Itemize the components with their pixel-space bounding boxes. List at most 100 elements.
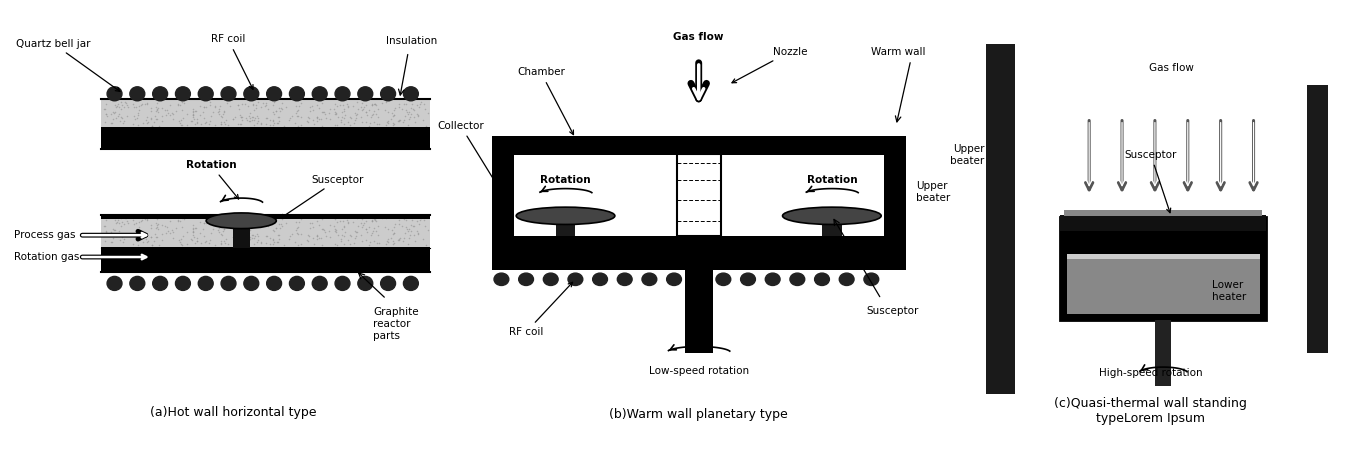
Circle shape	[221, 87, 236, 101]
Point	[297, 119, 319, 126]
Point	[242, 241, 264, 248]
Text: Warm wall: Warm wall	[871, 47, 926, 57]
Point	[362, 110, 384, 117]
Point	[307, 232, 329, 240]
Point	[367, 231, 389, 239]
Point	[234, 216, 256, 223]
Point	[242, 234, 264, 242]
Bar	[101, 247, 430, 272]
Point	[297, 231, 319, 238]
Point	[175, 110, 197, 118]
Point	[269, 220, 290, 228]
Point	[267, 236, 289, 243]
Point	[396, 225, 418, 233]
Point	[281, 230, 303, 238]
Point	[336, 216, 358, 224]
Point	[132, 216, 153, 224]
Point	[392, 119, 414, 126]
Text: Rotation: Rotation	[807, 174, 858, 185]
Point	[95, 222, 116, 229]
Point	[355, 109, 377, 116]
Point	[330, 235, 352, 243]
Point	[255, 240, 277, 247]
Point	[105, 219, 127, 227]
Point	[362, 228, 384, 235]
Point	[232, 235, 253, 242]
Point	[388, 220, 410, 227]
Text: (b)Warm wall planetary type: (b)Warm wall planetary type	[610, 408, 788, 421]
Point	[393, 216, 415, 223]
Point	[242, 101, 264, 109]
Point	[251, 120, 273, 128]
Text: Rotation gas: Rotation gas	[14, 252, 79, 262]
Point	[285, 226, 307, 234]
Point	[352, 105, 374, 112]
Point	[330, 119, 352, 126]
Point	[182, 231, 204, 239]
Point	[349, 220, 371, 227]
Point	[360, 111, 382, 119]
Point	[208, 103, 230, 110]
Point	[400, 227, 422, 234]
Circle shape	[199, 276, 214, 290]
Bar	[233, 222, 249, 247]
Point	[110, 222, 132, 229]
Point	[237, 103, 259, 110]
Point	[104, 227, 126, 234]
Point	[403, 114, 425, 121]
Point	[255, 114, 277, 121]
Point	[147, 221, 169, 228]
Point	[362, 216, 384, 224]
Point	[216, 99, 238, 107]
Circle shape	[107, 87, 122, 101]
Point	[271, 105, 293, 113]
Point	[342, 103, 364, 110]
Point	[112, 117, 134, 124]
Point	[141, 122, 163, 129]
Point	[267, 239, 289, 246]
Point	[308, 221, 330, 229]
Point	[345, 111, 367, 118]
Point	[263, 240, 285, 248]
Point	[127, 226, 149, 234]
Point	[399, 108, 421, 115]
Point	[169, 120, 190, 127]
Circle shape	[569, 273, 582, 285]
Point	[197, 239, 219, 246]
Point	[263, 214, 285, 221]
Ellipse shape	[782, 207, 881, 224]
Point	[182, 111, 204, 118]
Point	[173, 99, 195, 107]
Point	[125, 219, 147, 227]
Point	[245, 102, 267, 109]
Point	[147, 215, 169, 222]
Point	[270, 215, 292, 223]
Text: Insulation: Insulation	[386, 37, 437, 46]
Point	[210, 120, 232, 128]
Point	[230, 120, 252, 128]
Point	[100, 238, 122, 245]
Point	[140, 114, 162, 122]
Point	[200, 217, 222, 224]
Point	[399, 232, 421, 239]
Point	[326, 227, 348, 234]
Point	[118, 103, 140, 110]
Point	[359, 119, 381, 126]
Point	[399, 225, 421, 233]
Point	[238, 236, 260, 243]
Point	[144, 112, 166, 120]
Point	[382, 119, 404, 126]
Point	[329, 218, 351, 225]
Point	[184, 107, 206, 114]
Point	[332, 218, 353, 225]
Point	[274, 122, 296, 130]
Point	[236, 117, 258, 124]
Point	[386, 117, 408, 125]
Point	[229, 229, 251, 236]
Circle shape	[358, 87, 373, 101]
Point	[182, 115, 204, 123]
Point	[95, 111, 116, 118]
Point	[382, 121, 404, 128]
Point	[238, 233, 260, 240]
Point	[382, 230, 404, 238]
